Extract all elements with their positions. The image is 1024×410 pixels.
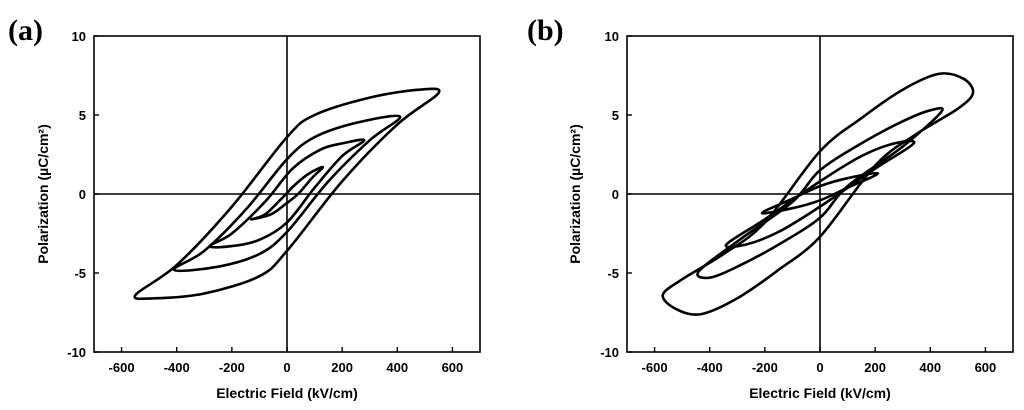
panel-a-loops <box>133 87 441 301</box>
x-tick-label: 400 <box>386 360 408 375</box>
y-tick-label: -5 <box>607 266 619 281</box>
x-tick-label: -400 <box>697 360 723 375</box>
panel-a-x-ticks: -600 -400 -200 0 200 400 600 <box>109 347 464 375</box>
y-tick-label: 10 <box>72 29 86 44</box>
x-tick-label: 600 <box>442 360 464 375</box>
panel-a-y-axis-title: Polarization (µC/cm²) <box>35 124 51 264</box>
panel-b-y-ticks: -10 -5 0 5 10 <box>600 29 632 360</box>
x-tick-label: 0 <box>816 360 823 375</box>
panel-b-loops <box>661 72 975 316</box>
y-tick-label: 5 <box>612 108 619 123</box>
panel-b-x-axis-title: Electric Field (kV/cm) <box>749 385 891 401</box>
panel-b: (b) -600 -400 -200 0 200 400 600 -10 -5 0 5 10 Ele… <box>527 14 1014 401</box>
x-tick-label: -600 <box>109 360 135 375</box>
panel-a-hysteresis-loop-2 <box>208 138 366 249</box>
y-tick-label: 5 <box>79 108 86 123</box>
y-tick-label: -10 <box>67 345 86 360</box>
panel-b-hysteresis-loop-4 <box>661 72 975 316</box>
panel-a-hysteresis-loop-4 <box>133 87 441 301</box>
x-tick-label: -200 <box>219 360 245 375</box>
panel-a: (a) -600 -400 -200 0 200 400 600 -10 -5 0 5 10 Ele… <box>8 14 481 401</box>
x-tick-label: -600 <box>642 360 668 375</box>
y-tick-label: 0 <box>612 187 619 202</box>
y-tick-label: -10 <box>600 345 619 360</box>
panel-b-hysteresis-loop-3 <box>696 106 944 280</box>
panel-b-y-axis-title: Polarization (µC/cm²) <box>567 124 583 264</box>
x-tick-label: 200 <box>864 360 886 375</box>
panel-a-hysteresis-loop-1 <box>249 165 325 221</box>
x-tick-label: -200 <box>752 360 778 375</box>
panel-b-x-ticks: -600 -400 -200 0 200 400 600 <box>642 347 997 375</box>
y-tick-label: 10 <box>605 29 619 44</box>
panel-b-zero-lines <box>627 36 1013 352</box>
x-tick-label: 600 <box>975 360 997 375</box>
panel-a-label: (a) <box>8 14 43 47</box>
x-tick-label: 400 <box>919 360 941 375</box>
x-tick-label: -400 <box>164 360 190 375</box>
x-tick-label: 0 <box>283 360 290 375</box>
panel-b-label: (b) <box>527 14 564 47</box>
x-tick-label: 200 <box>331 360 353 375</box>
y-tick-label: 0 <box>79 187 86 202</box>
panel-a-hysteresis-loop-3 <box>172 114 402 273</box>
y-tick-label: -5 <box>74 266 86 281</box>
panel-a-x-axis-title: Electric Field (kV/cm) <box>216 385 358 401</box>
